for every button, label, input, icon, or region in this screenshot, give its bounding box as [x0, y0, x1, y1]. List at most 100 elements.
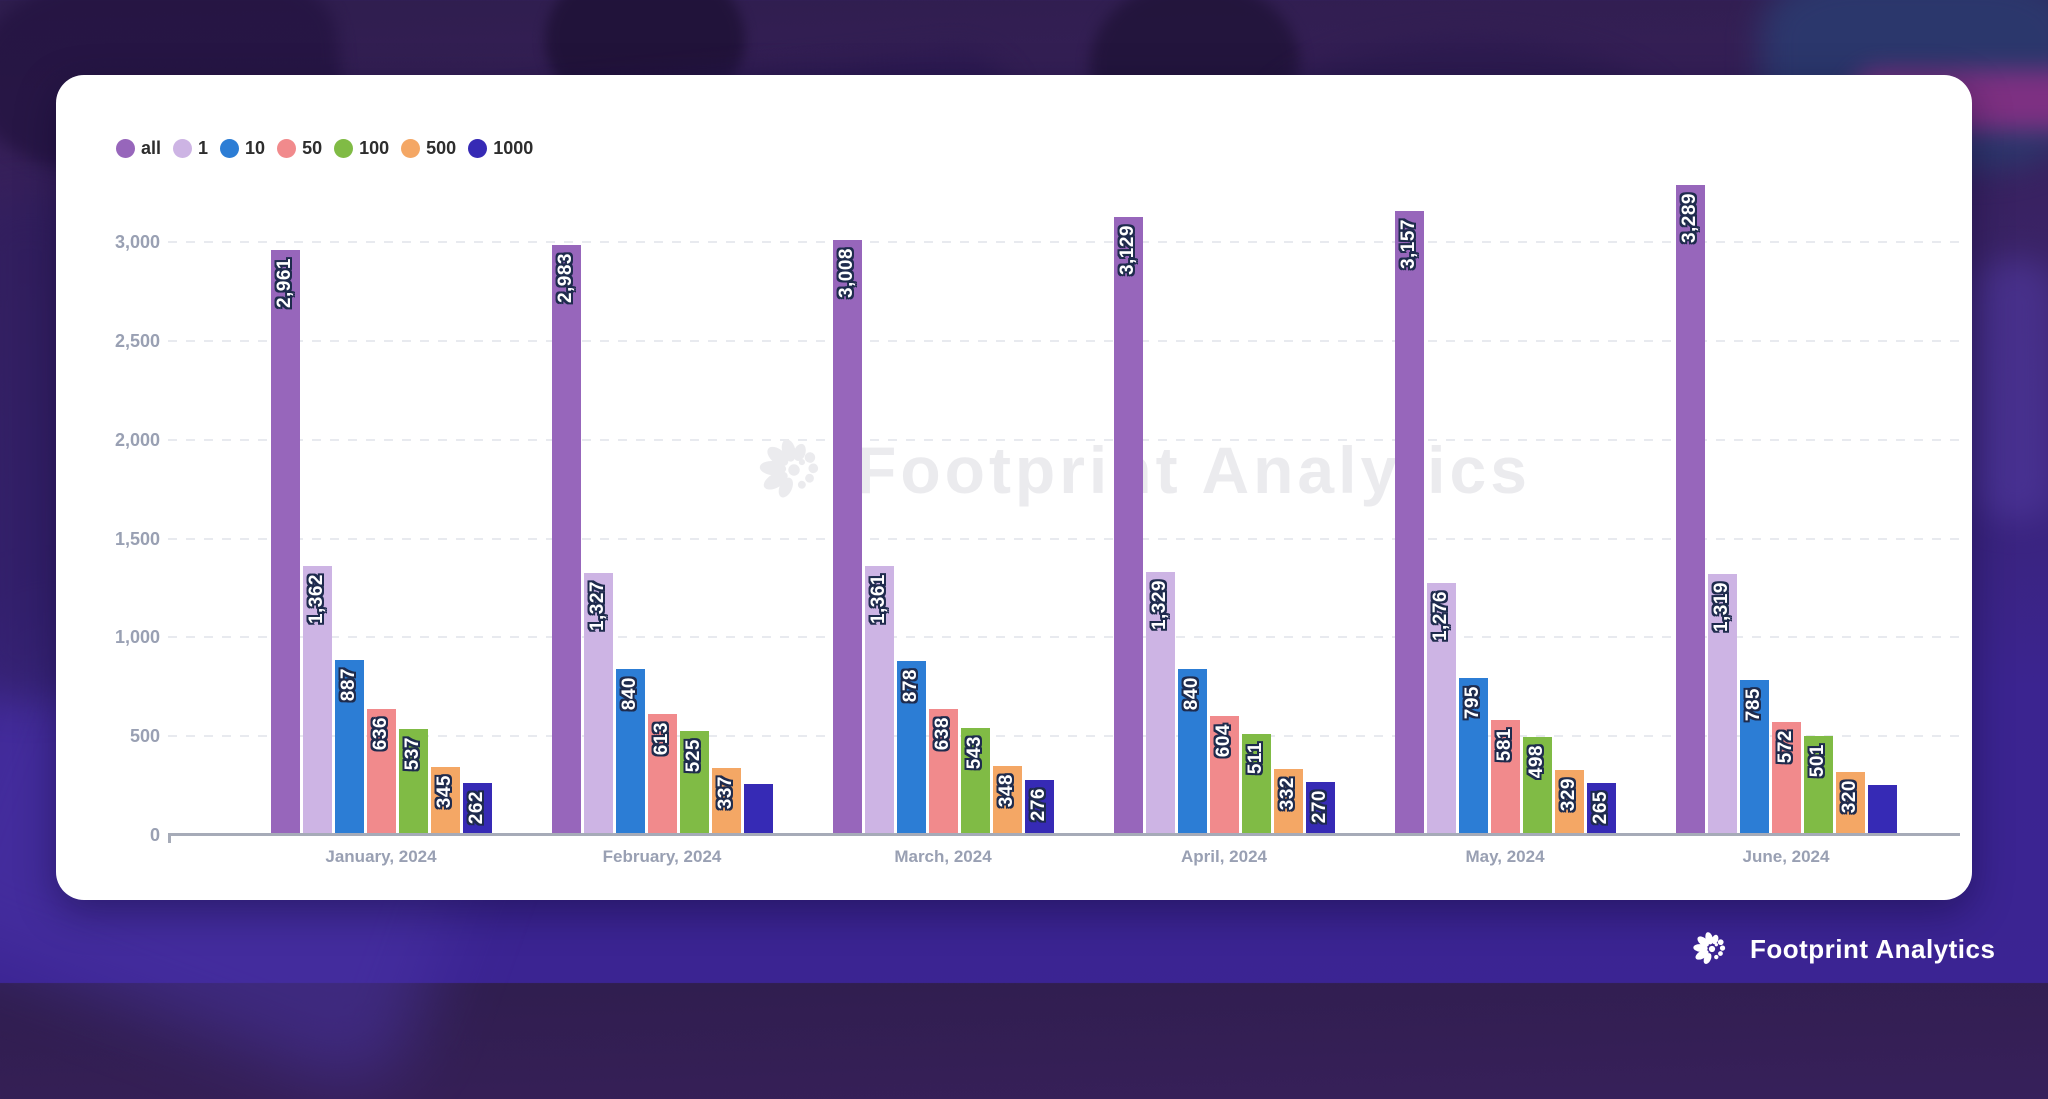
bar-value-label: 840	[619, 677, 640, 711]
bar-10-april-2024[interactable]: 840	[1177, 669, 1207, 835]
legend-dot-all	[116, 138, 135, 158]
bar-500-june-2024[interactable]: 320	[1835, 771, 1865, 835]
bar-value-label: 525	[683, 739, 704, 773]
gridline-layer	[168, 180, 1960, 835]
bar-10-june-2024[interactable]: 785	[1739, 679, 1769, 835]
legend-label-100: 100	[359, 138, 390, 158]
legend-label-1: 1	[198, 138, 209, 158]
bar-all-june-2024[interactable]: 3,289	[1675, 184, 1705, 835]
legend-item-1[interactable]: 1	[173, 135, 208, 161]
footprint-flower-watermark-icon	[750, 426, 838, 514]
bar-all-january-2024[interactable]: 2,961	[270, 249, 300, 835]
footer-brand: Footprint Analytics	[1688, 925, 1995, 973]
bar-1-april-2024[interactable]: 1,329	[1145, 572, 1175, 835]
bar-1000-january-2024[interactable]: 262	[462, 783, 492, 835]
bar-100-april-2024[interactable]: 511	[1241, 734, 1271, 835]
bar-50-march-2024[interactable]: 638	[928, 708, 958, 835]
legend-item-all[interactable]: all	[116, 135, 161, 161]
bar-group-february-2024: 2,983 1,327 840 613 525 337	[551, 180, 773, 835]
bar-value-label: 887	[338, 667, 359, 701]
bar-10-may-2024[interactable]: 795	[1458, 677, 1488, 835]
gridline-500	[168, 735, 1960, 738]
bar-500-april-2024[interactable]: 332	[1273, 769, 1303, 835]
legend-label-500: 500	[426, 138, 457, 158]
bar-50-january-2024[interactable]: 636	[366, 709, 396, 835]
gridline-2500	[168, 339, 1960, 342]
legend-label-1000: 1000	[493, 138, 534, 158]
legend-item-10[interactable]: 10	[220, 135, 265, 161]
bar-50-april-2024[interactable]: 604	[1209, 715, 1239, 835]
bar-value-label: 2,961	[274, 257, 295, 308]
bar-500-march-2024[interactable]: 348	[992, 766, 1022, 835]
bar-group-april-2024: 3,129 1,329 840 604 511 332 270	[1113, 180, 1335, 835]
bar-value-label: 604	[1213, 723, 1234, 757]
bar-1000-june-2024[interactable]	[1867, 784, 1897, 835]
legend-dot-50	[277, 138, 297, 158]
bar-group-may-2024: 3,157 1,276 795 581 498 329 265	[1394, 180, 1616, 835]
bar-all-february-2024[interactable]: 2,983	[551, 245, 581, 835]
background-streak	[1975, 260, 2048, 520]
bar-value-label: 270	[1309, 789, 1330, 823]
bar-value-label: 498	[1526, 744, 1547, 778]
bar-value-label: 543	[964, 735, 985, 769]
bar-1000-may-2024[interactable]: 265	[1586, 782, 1616, 835]
y-tick-label-2000: 2,000	[114, 429, 160, 450]
bar-1-january-2024[interactable]: 1,362	[302, 565, 332, 835]
bar-value-label: 1,276	[1430, 590, 1451, 641]
bar-group-march-2024: 3,008 1,361 878 638 543 348 276	[832, 180, 1054, 835]
bar-50-may-2024[interactable]: 581	[1490, 720, 1520, 835]
bar-1-may-2024[interactable]: 1,276	[1426, 582, 1456, 835]
bar-10-february-2024[interactable]: 840	[615, 669, 645, 835]
bar-500-february-2024[interactable]: 337	[711, 768, 741, 835]
bar-10-january-2024[interactable]: 887	[334, 659, 364, 835]
bar-all-march-2024[interactable]: 3,008	[832, 240, 862, 835]
y-tick-label-3000: 3,000	[114, 232, 160, 252]
bar-value-label: 785	[1743, 687, 1764, 722]
bar-value-label: 636	[370, 717, 391, 751]
bar-value-label: 613	[651, 721, 672, 756]
legend-item-50[interactable]: 50	[277, 135, 322, 161]
x-tick-label-june-2024: June, 2024	[1742, 847, 1830, 866]
legend-item-500[interactable]: 500	[401, 135, 456, 161]
bar-value-label: 3,129	[1117, 224, 1138, 275]
bar-1-june-2024[interactable]: 1,319	[1707, 574, 1737, 835]
bar-1-february-2024[interactable]: 1,327	[583, 572, 613, 835]
bar-1000-april-2024[interactable]: 270	[1305, 781, 1335, 835]
bar-1-march-2024[interactable]: 1,361	[864, 566, 894, 835]
bar-all-may-2024[interactable]: 3,157	[1394, 211, 1424, 835]
bar-100-february-2024[interactable]: 525	[679, 731, 709, 835]
bar-value-label: 1,362	[306, 573, 327, 624]
y-tick-label-500: 500	[129, 726, 160, 747]
legend-item-100[interactable]: 100	[334, 135, 389, 161]
x-axis-start-tick	[168, 833, 171, 843]
bar-1000-march-2024[interactable]: 276	[1024, 780, 1054, 835]
legend-dot-100	[334, 138, 354, 158]
y-tick-label-1500: 1,500	[114, 528, 160, 549]
legend-item-1000[interactable]: 1000	[468, 135, 533, 161]
y-axis-labels: 0 500 1,000 1,500 2,000 2,500 3,000	[56, 180, 160, 844]
y-tick-label-2500: 2,500	[114, 330, 160, 351]
bar-value-label: 276	[1028, 788, 1049, 822]
bar-50-june-2024[interactable]: 572	[1771, 721, 1801, 835]
bar-value-label: 345	[434, 774, 455, 809]
bar-50-february-2024[interactable]: 613	[647, 713, 677, 835]
bar-value-label: 265	[1590, 790, 1611, 824]
bar-1000-february-2024[interactable]	[743, 784, 773, 835]
bar-500-january-2024[interactable]: 345	[430, 766, 460, 835]
bar-500-may-2024[interactable]: 329	[1554, 770, 1584, 835]
bar-value-label: 320	[1839, 779, 1860, 813]
bar-100-may-2024[interactable]: 498	[1522, 736, 1552, 835]
plot-area: 2,961 1,362 887 636 537 345 262 2,983 1,327 840 61…	[168, 180, 1960, 835]
bar-100-june-2024[interactable]: 501	[1803, 736, 1833, 835]
bar-value-label: 537	[402, 736, 423, 771]
bar-value-label: 572	[1775, 729, 1796, 764]
bar-100-january-2024[interactable]: 537	[398, 728, 428, 835]
bar-100-march-2024[interactable]: 543	[960, 727, 990, 835]
x-tick-label-march-2024: March, 2024	[894, 847, 992, 866]
bar-value-label: 337	[715, 776, 736, 810]
bar-10-march-2024[interactable]: 878	[896, 661, 926, 835]
bar-value-label: 332	[1277, 777, 1298, 811]
bar-all-april-2024[interactable]: 3,129	[1113, 216, 1143, 835]
bar-value-label: 638	[932, 716, 953, 751]
legend-dot-1000	[468, 138, 488, 158]
